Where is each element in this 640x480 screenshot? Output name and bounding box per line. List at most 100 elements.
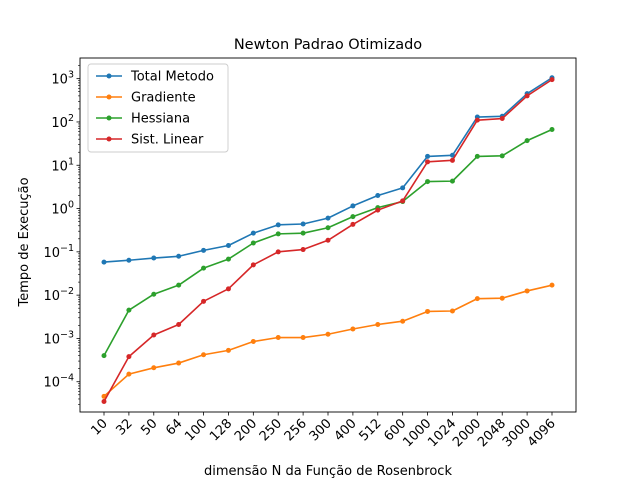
data-point [350,326,356,332]
data-point [126,354,132,360]
y-tick-label: 100 [51,200,74,218]
x-tick-label: 250 [257,416,285,444]
data-point [524,93,530,99]
legend-swatch-marker [106,73,112,79]
data-point [474,153,480,159]
data-point [524,288,530,294]
data-point [151,255,157,261]
x-tick-label: 300 [307,416,335,444]
data-point [549,77,555,83]
x-tick-label: 10 [89,416,111,438]
data-point [499,295,505,301]
x-tick-label: 1000 [400,416,434,450]
data-point [425,308,431,314]
legend-label: Sist. Linear [131,133,204,148]
y-tick-label: 10−2 [43,286,74,304]
data-point [449,157,455,163]
data-point [375,193,381,199]
x-tick-label: 128 [207,416,235,444]
data-point [225,256,231,262]
data-point [325,215,331,221]
data-point [126,307,132,313]
series-gradiente [101,282,555,399]
data-point [176,360,182,366]
data-point [400,318,406,324]
x-tick-label: 512 [356,416,384,444]
x-tick-label: 100 [182,416,210,444]
data-point [425,153,431,159]
data-point [201,247,207,253]
legend-label: Hessiana [131,112,190,127]
chart-title: Newton Padrao Otimizado [234,37,422,53]
x-tick-label: 64 [163,416,185,438]
data-point [474,296,480,302]
legend-label: Total Metodo [130,70,214,85]
data-point [101,353,107,359]
x-tick-label: 400 [332,416,360,444]
x-tick-label: 1024 [425,416,459,450]
data-point [449,308,455,314]
y-tick-label: 101 [51,156,74,174]
data-point [325,331,331,337]
data-point [325,225,331,231]
data-point [225,286,231,292]
x-tick-label: 50 [138,416,160,438]
data-point [176,321,182,327]
data-point [300,221,306,227]
data-point [275,335,281,341]
x-tick-label: 256 [282,416,310,444]
data-point [250,230,256,236]
data-point [275,222,281,228]
series-line [103,284,553,397]
data-point [250,262,256,268]
legend-label: Gradiente [131,91,196,106]
data-point [275,249,281,255]
x-tick-label: 32 [113,416,135,438]
data-point [225,243,231,249]
data-point [549,126,555,132]
y-tick-label: 10−4 [43,373,74,391]
data-point [425,159,431,165]
y-tick-label: 102 [51,113,74,131]
data-point [101,398,107,404]
data-point [350,214,356,220]
data-point [400,198,406,204]
x-tick-label: 2000 [450,416,484,450]
data-point [474,117,480,123]
data-point [499,153,505,159]
plot-area [79,57,577,413]
data-point [101,259,107,265]
data-point [176,253,182,259]
data-point [151,332,157,338]
data-point [350,221,356,227]
data-point [201,298,207,304]
data-point [250,338,256,344]
legend-box [87,63,229,153]
data-point [250,240,256,246]
data-point [400,185,406,191]
data-point [524,138,530,144]
legend-swatch-marker [106,94,112,100]
series-sist-linear [101,77,555,404]
legend-swatch-marker [106,115,112,121]
data-point [425,179,431,185]
x-tick-label: 2048 [475,416,509,450]
x-tick-label: 4096 [525,416,559,450]
series-total-metodo [101,75,555,265]
data-point [375,207,381,213]
data-point [126,257,132,263]
data-point [151,365,157,371]
data-point [449,178,455,184]
y-tick-label: 10−1 [43,243,74,261]
x-axis-label: dimensão N da Função de Rosenbrock [204,464,452,479]
data-point [499,116,505,122]
data-point [176,282,182,288]
x-axis: 10 32 50 6410012820025025630040051260010001… [89,412,559,450]
y-axis-label: Tempo de Execução [17,177,32,307]
data-point [151,291,157,297]
y-axis: 10−4 10−3 10−2 10−1 100 101 102 103 [43,65,80,405]
legend: Total Metodo Gradiente Hessiana Sist. Linea… [87,63,229,153]
y-tick-label: 10−3 [43,329,74,347]
x-tick-label: 3000 [500,416,534,450]
